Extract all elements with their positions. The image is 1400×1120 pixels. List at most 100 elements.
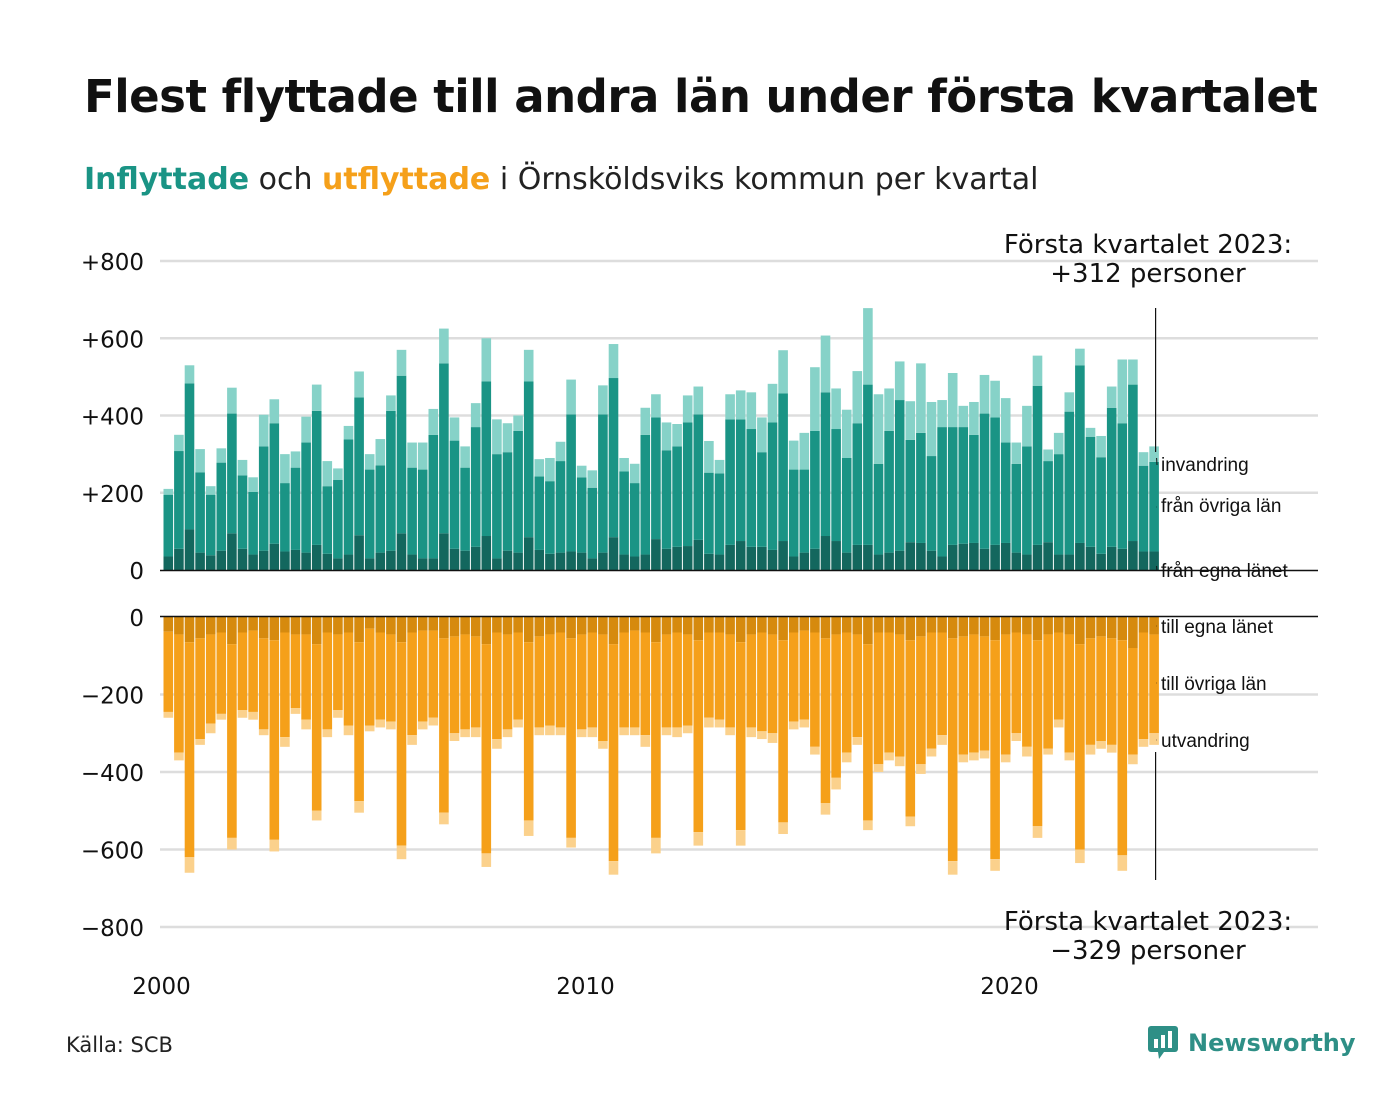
bar-in-segment — [513, 430, 523, 553]
bar-in-segment — [269, 543, 280, 571]
bar-out-segment — [545, 634, 555, 726]
bar-in-segment — [205, 494, 216, 556]
bar-in-segment — [1128, 541, 1138, 570]
bar-out-segment — [290, 634, 301, 709]
bar-out-segment — [1075, 849, 1085, 864]
bar-out-segment — [831, 617, 841, 635]
bar-out-segment — [1043, 748, 1053, 755]
bar-in-segment — [958, 405, 969, 428]
y-tick-bottom: −400 — [81, 761, 144, 787]
bar-out-segment — [258, 638, 269, 730]
bar-out-segment — [979, 750, 990, 759]
bar-out-segment — [894, 634, 905, 757]
bar-in-segment — [174, 434, 184, 452]
bar-in-segment — [354, 371, 364, 398]
bar-in-segment — [799, 469, 810, 553]
bar-in-segment — [439, 533, 449, 570]
bar-in-segment — [470, 427, 481, 547]
bar-out-segment — [714, 719, 725, 728]
bar-out-segment — [1128, 648, 1138, 755]
bar-out-segment — [1085, 617, 1096, 639]
bar-in-segment — [831, 388, 841, 430]
bar-out-segment — [449, 733, 460, 741]
bar-in-segment — [449, 548, 460, 570]
annotation-out-line1: Första kvartalet 2023: — [1004, 907, 1292, 937]
bar-out-segment — [1053, 719, 1064, 728]
legend-fran-ovriga: från övriga län — [1161, 496, 1281, 517]
bar-in-segment — [725, 419, 735, 545]
bar-out-segment — [502, 634, 513, 730]
bar-out-segment — [788, 721, 799, 730]
bar-out-segment — [757, 632, 767, 732]
bar-in-segment — [566, 414, 576, 552]
bar-out-segment — [492, 632, 502, 740]
bar-out-segment — [375, 617, 386, 633]
bar-in-segment — [1053, 454, 1064, 555]
bar-out-segment — [1096, 636, 1106, 742]
bar-out-segment — [364, 628, 375, 726]
bar-in-segment — [1138, 452, 1149, 466]
bar-in-segment — [693, 386, 704, 415]
bar-in-segment — [396, 349, 407, 376]
bar-in-segment — [311, 410, 322, 545]
bar-in-segment — [629, 463, 640, 484]
bar-out-segment — [534, 727, 545, 736]
bar-in-segment — [343, 439, 354, 555]
bar-out-segment — [227, 837, 237, 850]
bar-out-segment — [301, 719, 311, 730]
bar-out-segment — [629, 617, 640, 631]
bar-in-segment — [470, 546, 481, 570]
bar-in-segment — [958, 543, 969, 571]
bar-out-segment — [1138, 739, 1149, 747]
chart-subtitle: Inflyttade och utflyttade i Örnsköldsvik… — [84, 162, 1038, 197]
bar-out-segment — [195, 739, 205, 745]
bar-in-segment — [227, 533, 237, 570]
bar-out-segment — [598, 617, 608, 635]
bar-out-segment — [1043, 634, 1053, 749]
bar-out-segment — [407, 632, 417, 736]
legend-fran-egna: från egna länet — [1161, 561, 1288, 582]
bar-out-segment — [163, 711, 174, 718]
bar-in-segment — [884, 430, 894, 553]
bar-out-segment — [470, 727, 481, 738]
bar-out-segment — [1106, 638, 1117, 745]
bar-out-segment — [757, 617, 767, 633]
bar-in-segment — [1043, 449, 1053, 462]
bar-in-segment — [1053, 432, 1064, 455]
bar-in-segment — [1032, 385, 1043, 545]
bar-in-segment — [502, 423, 513, 453]
bar-in-segment — [184, 365, 195, 384]
bar-in-segment — [195, 472, 205, 553]
bar-out-segment — [820, 617, 831, 639]
bar-out-segment — [333, 710, 343, 718]
bar-in-segment — [979, 374, 990, 414]
bar-out-segment — [704, 617, 714, 633]
bar-in-segment — [990, 380, 1000, 418]
bar-in-segment — [1064, 411, 1075, 555]
bar-in-segment — [916, 363, 926, 433]
bar-in-segment — [969, 542, 979, 570]
bar-in-segment — [682, 546, 693, 570]
bar-out-segment — [343, 632, 354, 726]
bar-out-segment — [608, 644, 619, 862]
bar-in-segment — [598, 552, 608, 570]
bar-in-segment — [587, 558, 598, 570]
bar-out-segment — [555, 727, 566, 736]
bar-in-segment — [778, 393, 788, 542]
bar-in-segment — [258, 414, 269, 447]
bar-in-segment — [820, 335, 831, 393]
bar-out-segment — [195, 617, 205, 639]
bar-in-segment — [545, 481, 555, 554]
bar-in-segment — [905, 439, 916, 543]
bar-out-segment — [290, 708, 301, 714]
bar-out-segment — [555, 617, 566, 633]
bar-in-segment — [195, 449, 205, 473]
bar-out-segment — [576, 634, 587, 730]
bar-in-segment — [1128, 359, 1138, 385]
bar-out-segment — [693, 640, 704, 833]
bar-in-segment — [1000, 442, 1011, 543]
bar-out-segment — [884, 617, 894, 633]
bar-in-segment — [576, 465, 587, 478]
bar-in-segment — [375, 439, 386, 466]
